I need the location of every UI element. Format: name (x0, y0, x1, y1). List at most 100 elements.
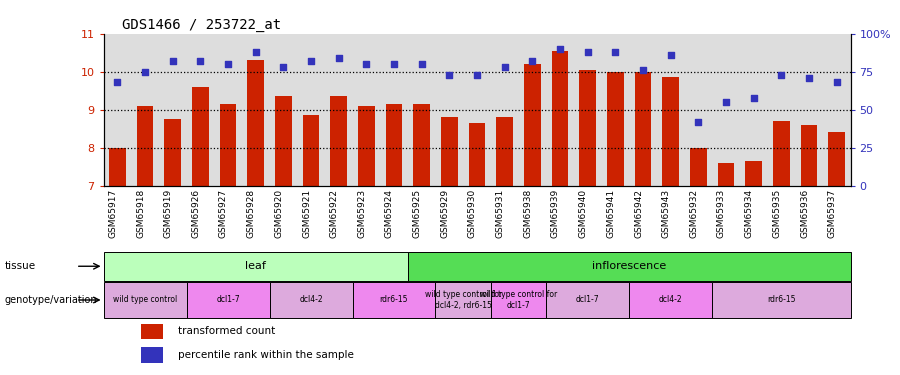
Text: GSM65921: GSM65921 (302, 189, 311, 238)
Text: GSM65929: GSM65929 (440, 189, 449, 238)
Bar (634, 72, 652, 186)
Bar (491, 282, 546, 318)
Point (635, 67, 650, 73)
Point (608, 49, 623, 55)
Bar (717, 163, 734, 186)
Text: GSM65928: GSM65928 (247, 189, 256, 238)
Text: rdr6-15: rdr6-15 (767, 296, 796, 304)
Bar (441, 117, 457, 186)
Bar (497, 117, 513, 186)
Text: transformed count: transformed count (178, 326, 275, 336)
Point (719, 99, 733, 105)
Text: GSM65922: GSM65922 (329, 189, 338, 238)
Bar (358, 106, 374, 186)
Point (498, 64, 512, 70)
Bar (546, 282, 629, 318)
Bar (186, 282, 269, 318)
Text: GSM65918: GSM65918 (136, 189, 145, 238)
Bar (436, 282, 490, 318)
Point (304, 58, 319, 64)
Bar (192, 87, 209, 186)
Text: GSM65919: GSM65919 (164, 189, 173, 238)
Point (553, 46, 567, 52)
Point (359, 61, 374, 67)
Text: leaf: leaf (245, 261, 266, 271)
Point (830, 80, 844, 86)
Text: GSM65933: GSM65933 (717, 189, 726, 238)
Bar (248, 60, 264, 186)
Point (442, 72, 456, 78)
Point (387, 61, 401, 67)
Point (802, 75, 816, 81)
Text: GSM65940: GSM65940 (579, 189, 588, 238)
Point (248, 49, 263, 55)
Text: GSM65938: GSM65938 (523, 189, 532, 238)
Point (220, 61, 235, 67)
Point (166, 58, 180, 64)
Text: GSM65935: GSM65935 (772, 189, 781, 238)
Text: genotype/variation: genotype/variation (4, 295, 97, 305)
Text: percentile rank within the sample: percentile rank within the sample (178, 350, 354, 360)
Text: dcl1-7: dcl1-7 (216, 296, 239, 304)
Bar (275, 96, 292, 186)
Point (663, 52, 678, 58)
Text: wild type control for
dcl4-2, rdr6-15: wild type control for dcl4-2, rdr6-15 (425, 290, 502, 310)
Point (580, 49, 595, 55)
Bar (330, 96, 347, 186)
Bar (165, 119, 181, 186)
Point (525, 58, 539, 64)
Bar (662, 77, 679, 186)
Point (691, 119, 706, 125)
Point (194, 58, 208, 64)
Point (470, 72, 484, 78)
Text: GSM65930: GSM65930 (468, 189, 477, 238)
Point (276, 64, 291, 70)
Text: GSM65932: GSM65932 (689, 189, 698, 238)
Text: dcl4-2: dcl4-2 (659, 296, 682, 304)
Bar (353, 282, 436, 318)
Text: inflorescence: inflorescence (592, 261, 666, 271)
Text: tissue: tissue (4, 261, 36, 271)
Bar (469, 123, 485, 186)
Bar (580, 70, 596, 186)
Point (774, 72, 788, 78)
Text: GSM65920: GSM65920 (274, 189, 284, 238)
Text: wild type control for
dcl1-7: wild type control for dcl1-7 (480, 290, 557, 310)
Bar (104, 252, 408, 280)
Point (110, 80, 124, 86)
Point (138, 69, 152, 75)
Text: dcl1-7: dcl1-7 (576, 296, 599, 304)
Bar (607, 72, 624, 186)
Bar (109, 148, 126, 186)
Text: GSM65926: GSM65926 (192, 189, 201, 238)
Bar (104, 282, 186, 318)
Bar (773, 121, 789, 186)
Bar (269, 282, 353, 318)
Text: GSM65937: GSM65937 (828, 189, 837, 238)
Text: GDS1466 / 253722_at: GDS1466 / 253722_at (122, 18, 281, 32)
Bar (302, 116, 320, 186)
Bar (386, 104, 402, 186)
Point (746, 94, 760, 100)
Text: rdr6-15: rdr6-15 (380, 296, 409, 304)
Text: GSM65931: GSM65931 (496, 189, 505, 238)
Point (415, 61, 429, 67)
Bar (137, 106, 153, 186)
Bar (690, 148, 707, 186)
Bar (552, 51, 568, 186)
Bar (140, 347, 163, 363)
Bar (140, 324, 163, 339)
Text: GSM65942: GSM65942 (634, 189, 643, 238)
Bar (745, 161, 762, 186)
Bar (712, 282, 850, 318)
Bar (524, 64, 541, 186)
Text: GSM65941: GSM65941 (607, 189, 616, 238)
Text: GSM65917: GSM65917 (108, 189, 117, 238)
Text: wild type control: wild type control (112, 296, 177, 304)
Text: GSM65936: GSM65936 (800, 189, 809, 238)
Text: GSM65927: GSM65927 (219, 189, 228, 238)
Text: GSM65924: GSM65924 (385, 189, 394, 238)
Bar (220, 104, 237, 186)
Bar (801, 125, 817, 186)
Text: GSM65939: GSM65939 (551, 189, 560, 238)
